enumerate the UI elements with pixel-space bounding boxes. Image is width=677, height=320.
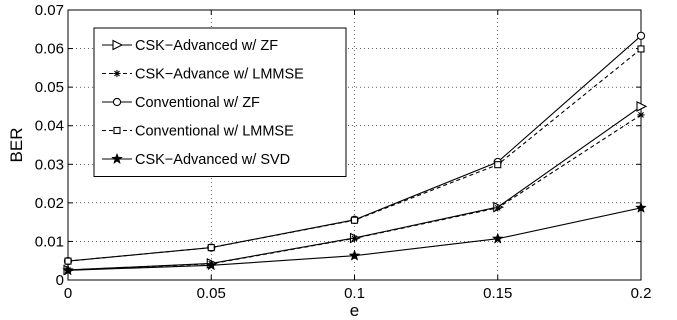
data-point: [350, 216, 359, 224]
y-tick-label: 0.01: [35, 233, 64, 250]
legend-marker: [113, 69, 121, 78]
legend-marker: [112, 39, 124, 51]
x-tick-label: 0.15: [483, 285, 512, 302]
legend-entry: CSK−Advanced w/ ZF: [102, 38, 278, 54]
legend-label: Conventional w/ LMMSE: [135, 124, 294, 140]
axis-ticks: 0 0.05 0.1 0.15 0.2 0 0.01 0.02 0.03 0.04 0.05 0.06…: [35, 2, 652, 302]
x-axis-label: e: [350, 301, 359, 320]
y-axis-label: BER: [7, 128, 26, 163]
data-point: [637, 45, 645, 53]
x-tick-label: 0: [64, 285, 72, 302]
data-point: [494, 204, 502, 212]
legend-marker: [111, 152, 123, 165]
data-point: [62, 264, 74, 276]
y-tick-label: 0: [56, 272, 64, 289]
data-point: [350, 234, 359, 242]
data-point: [636, 31, 646, 40]
y-tick-label: 0.03: [35, 156, 64, 173]
legend-marker: [113, 126, 121, 135]
y-tick-label: 0.02: [35, 195, 64, 212]
data-point: [494, 161, 502, 169]
legend-label: CSK−Advanced w/ SVD: [135, 152, 290, 168]
legend-entry: CSK−Advance w/ LMMSE: [102, 67, 304, 83]
series-4: [64, 45, 645, 265]
data-point: [207, 244, 215, 252]
data-point: [491, 232, 504, 244]
legend-label: CSK−Advance w/ LMMSE: [135, 67, 304, 83]
y-tick-label: 0.05: [35, 79, 64, 96]
x-tick-label: 0.2: [631, 285, 652, 302]
data-point: [637, 111, 645, 119]
legend-label: Conventional w/ ZF: [135, 95, 260, 111]
series-layer: [62, 31, 648, 276]
legend-entry: Conventional w/ ZF: [102, 95, 260, 111]
series-5: [62, 201, 647, 276]
legend-box: [93, 27, 347, 177]
y-tick-label: 0.04: [35, 118, 64, 135]
data-point: [348, 249, 361, 261]
y-tick-label: 0.07: [35, 2, 64, 19]
data-point: [636, 101, 648, 112]
data-point: [64, 257, 72, 265]
legend-marker: [112, 97, 122, 107]
legend: CSK−Advanced w/ ZF CSK−Advance w/ LMMSE Co…: [93, 27, 347, 177]
y-tick-label: 0.06: [35, 41, 64, 58]
x-tick-label: 0.1: [344, 285, 365, 302]
legend-label: CSK−Advanced w/ ZF: [135, 38, 278, 54]
data-point: [635, 201, 647, 213]
x-tick-label: 0.05: [197, 285, 226, 302]
legend-entry: Conventional w/ LMMSE: [102, 124, 294, 140]
legend-entry: CSK−Advanced w/ SVD: [102, 152, 290, 168]
data-point: [205, 259, 218, 271]
